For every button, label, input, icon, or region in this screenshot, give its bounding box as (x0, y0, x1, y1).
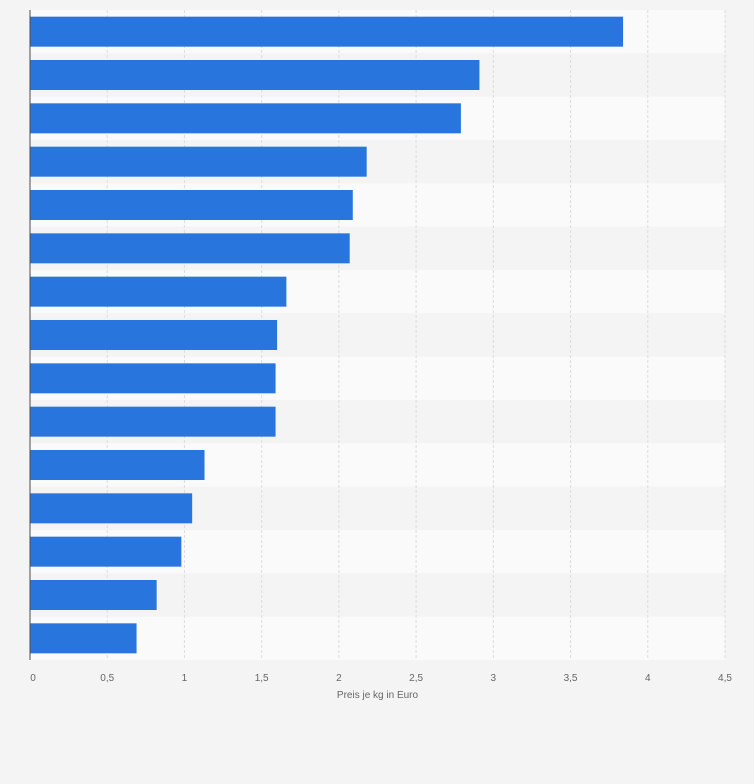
x-tick-label: 0,5 (100, 673, 114, 684)
x-tick-label: 1,5 (255, 673, 269, 684)
bar (30, 363, 276, 394)
x-tick-label: 0 (30, 673, 36, 684)
row-band (30, 616, 725, 660)
bar (30, 623, 137, 654)
x-tick-label: 1 (182, 673, 188, 684)
bar (30, 276, 287, 307)
x-tick-label: 2 (336, 673, 342, 684)
bar (30, 16, 624, 47)
bar (30, 146, 367, 177)
bar (30, 580, 157, 610)
x-tick-label: 3 (491, 673, 497, 684)
bar (30, 233, 350, 264)
x-tick-label: 3,5 (564, 673, 578, 684)
bar (30, 60, 480, 90)
bar (30, 406, 276, 437)
bar (30, 450, 205, 480)
x-axis-label: Preis je kg in Euro (337, 690, 419, 701)
x-tick-label: 4 (645, 673, 651, 684)
x-axis-ticks: 0 0,5 1 1,5 2 2,5 3 3,5 4 4,5 (30, 673, 732, 684)
bar (30, 493, 193, 524)
x-tick-label: 2,5 (409, 673, 423, 684)
bar (30, 103, 461, 134)
bars (30, 16, 624, 654)
bar (30, 320, 278, 350)
x-tick-label: 4,5 (718, 673, 732, 684)
bar (30, 536, 182, 567)
bar (30, 190, 353, 220)
